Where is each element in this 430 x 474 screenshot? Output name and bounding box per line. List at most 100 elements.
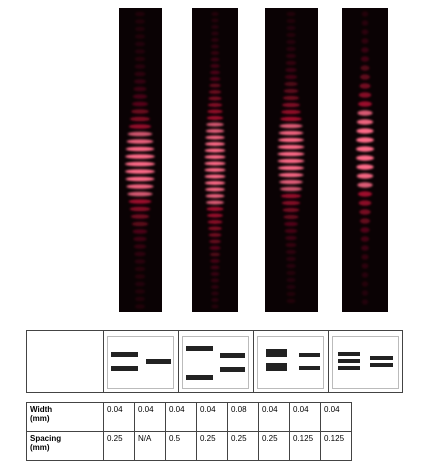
fringe (286, 18, 296, 24)
fringe (125, 169, 155, 174)
fringe (209, 70, 221, 75)
fringe (125, 161, 155, 167)
fringe (132, 101, 148, 107)
fringe (207, 213, 223, 218)
fringe-group (356, 11, 374, 305)
fringe (359, 218, 371, 224)
fringe (211, 304, 219, 309)
cell: 0.125 (289, 431, 321, 461)
row-label: Spacing (mm) (26, 431, 104, 461)
fringe (134, 304, 146, 309)
fringe (356, 128, 374, 134)
fringe (361, 290, 369, 296)
fringe (207, 103, 223, 107)
fringe (209, 239, 221, 244)
fringe (211, 298, 219, 302)
fringe (278, 130, 304, 136)
cell: N/A (134, 431, 166, 461)
fringe (282, 207, 300, 213)
fringe (206, 116, 224, 120)
fringe (134, 71, 146, 77)
fringe (134, 259, 146, 264)
fringe (277, 151, 305, 157)
fringe (358, 200, 372, 206)
figure (26, 8, 403, 393)
fringe (126, 139, 154, 144)
fringe (280, 193, 302, 199)
cell: 0.04 (289, 402, 321, 432)
fringe (205, 194, 225, 198)
fringe (206, 122, 224, 127)
fringe (134, 79, 146, 84)
fringe (284, 81, 298, 87)
fringe (208, 96, 222, 101)
fringe (361, 254, 369, 260)
fringe (211, 25, 219, 29)
cell: 0.08 (227, 402, 259, 432)
fringe (208, 233, 222, 237)
fringe (286, 32, 296, 38)
fringe (282, 95, 300, 101)
table-row: Spacing (mm) 0.25 N/A 0.5 0.25 0.25 0.25… (26, 431, 352, 461)
fringe (284, 74, 298, 80)
fringe (357, 191, 373, 197)
fringe (357, 182, 373, 188)
fringe (211, 38, 219, 42)
fringe (134, 281, 146, 287)
fringe (283, 214, 299, 220)
fringe (286, 25, 296, 31)
fringe (361, 281, 369, 287)
fringe (134, 251, 146, 257)
fringe (279, 123, 303, 129)
fringe (210, 57, 220, 62)
fringe (360, 236, 370, 242)
fringe (210, 64, 220, 68)
fringe (206, 207, 224, 211)
fringe-group (277, 11, 305, 304)
table-row: Width (mm) 0.04 0.04 0.04 0.04 0.08 0.04… (26, 402, 352, 432)
row-label-text: Spacing (mm) (30, 434, 62, 452)
fringe (286, 291, 296, 297)
fringe (361, 47, 369, 53)
slit-table (26, 330, 403, 393)
fringe (133, 236, 147, 242)
fringe (359, 209, 371, 215)
fringe (277, 144, 305, 150)
fringe (360, 56, 370, 62)
fringe-group (125, 11, 155, 309)
fringe (210, 265, 220, 270)
fringe (283, 88, 299, 94)
fringe (358, 101, 372, 107)
fringe (285, 53, 297, 59)
fringe (286, 263, 296, 269)
fringe (129, 206, 151, 212)
fringe (204, 148, 226, 153)
cell: 0.25 (196, 431, 228, 461)
fringe (204, 161, 226, 166)
fringe (134, 34, 146, 39)
fringe (132, 229, 148, 234)
fringe (204, 155, 226, 159)
fringe (285, 235, 297, 241)
fringe (125, 146, 155, 152)
fringe (286, 270, 296, 276)
fringe (210, 278, 220, 283)
fringe (210, 44, 220, 49)
fringe (286, 277, 296, 283)
fringe (210, 272, 220, 276)
fringe (358, 92, 372, 98)
fringe (285, 60, 297, 66)
fringe-group (204, 12, 226, 309)
fringe (207, 109, 223, 114)
cell: 0.5 (165, 431, 197, 461)
fringe (204, 174, 226, 179)
fringe (359, 83, 371, 89)
data-table: Width (mm) 0.04 0.04 0.04 0.04 0.08 0.04… (26, 402, 352, 461)
fringe (134, 296, 146, 302)
fringe (134, 289, 146, 294)
fringe (279, 186, 303, 192)
fringe (361, 29, 369, 35)
cell: 0.125 (320, 431, 352, 461)
fringe (209, 77, 221, 81)
